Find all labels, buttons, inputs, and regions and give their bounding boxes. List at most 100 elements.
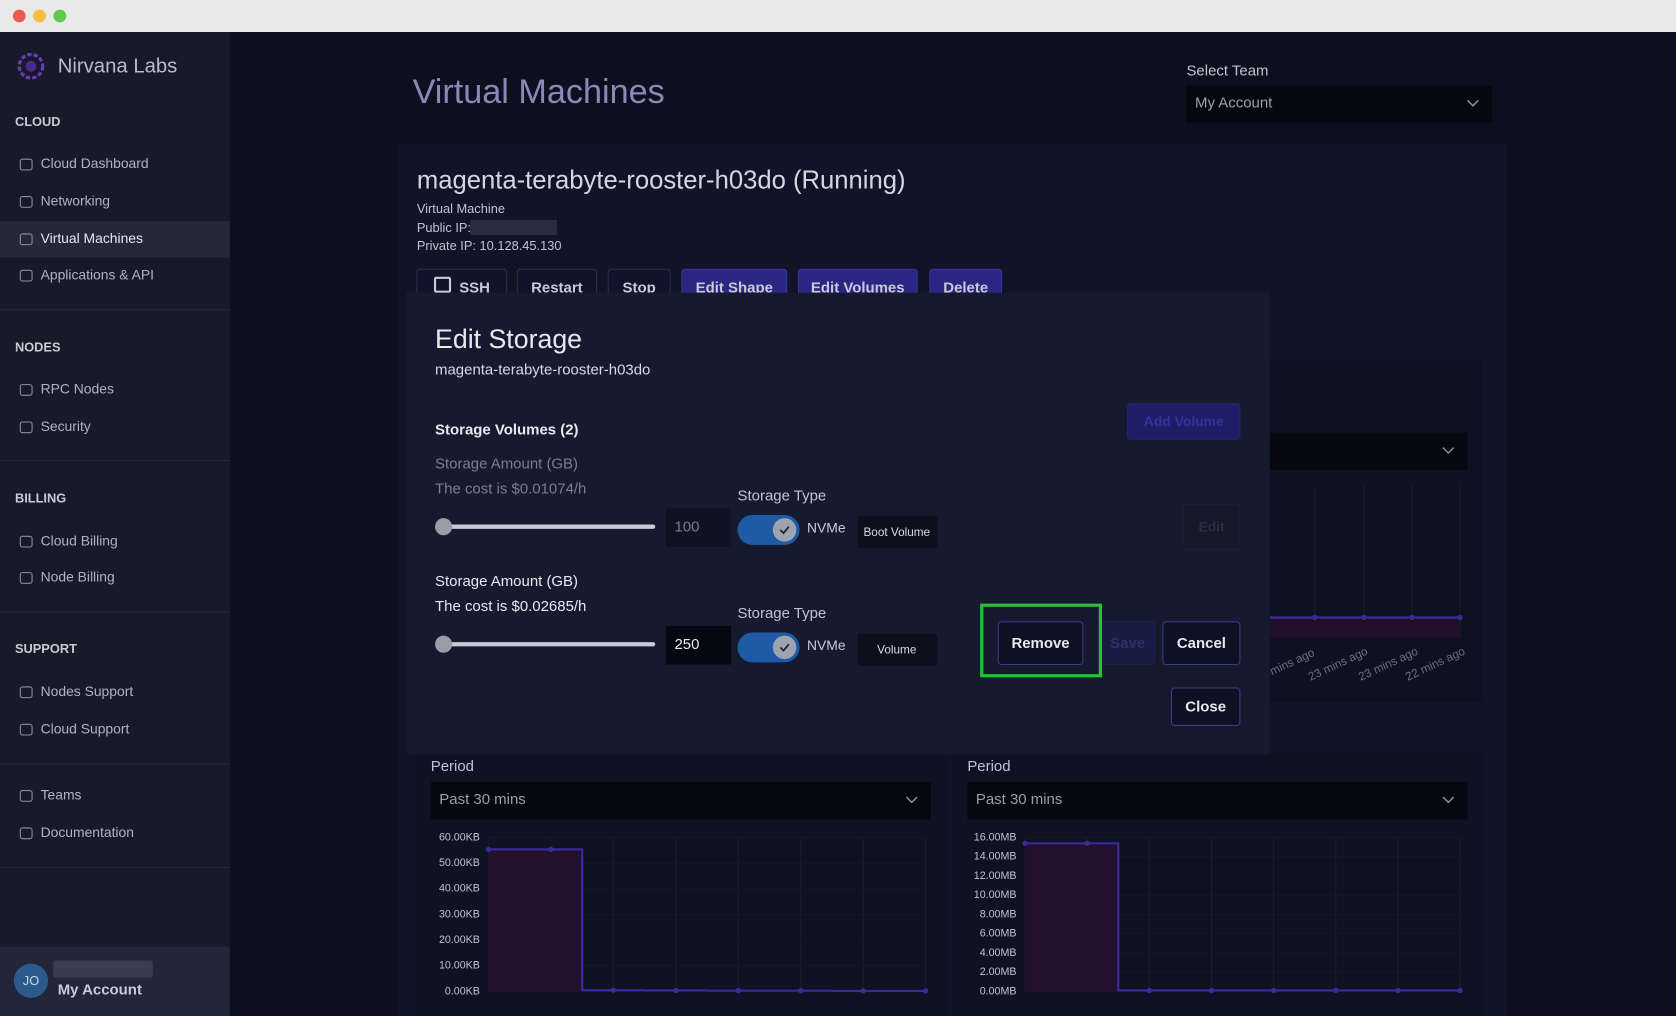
redacted-email xyxy=(53,960,152,977)
amount-value: 250 xyxy=(674,636,699,653)
vm-kind: Virtual Machine xyxy=(417,201,505,216)
period-value: Past 30 mins xyxy=(976,791,1062,808)
y-tick-label: 0.00KB xyxy=(445,985,480,997)
team-label: Select Team xyxy=(1186,63,1268,80)
nav-item[interactable]: Cloud Dashboard xyxy=(41,155,149,171)
point xyxy=(1457,988,1462,993)
title-bar xyxy=(0,0,1676,32)
point xyxy=(861,988,866,993)
y-tick-label: 40.00KB xyxy=(439,883,480,895)
amount-value: 100 xyxy=(674,519,699,536)
section-title: CLOUD xyxy=(15,114,61,129)
cancel-button-label: Cancel xyxy=(1177,635,1226,652)
vm-private-ip: Private IP: 10.128.45.130 xyxy=(417,238,562,253)
y-tick-label: 14.00MB xyxy=(974,851,1017,863)
toggle-knob xyxy=(773,636,797,660)
point xyxy=(798,988,803,993)
save-button-label: Save xyxy=(1110,635,1145,652)
y-tick-label: 60.00KB xyxy=(439,831,480,843)
point xyxy=(1022,841,1027,846)
point xyxy=(1085,841,1090,846)
close-button-label: Close xyxy=(1185,699,1226,716)
metric-dot xyxy=(1361,615,1366,620)
account-name: My Account xyxy=(58,981,142,998)
y-tick-label: 30.00KB xyxy=(439,908,480,920)
period-label: Period xyxy=(967,758,1010,775)
window-control[interactable] xyxy=(13,10,26,23)
nav-item[interactable]: Documentation xyxy=(41,824,134,840)
point xyxy=(1395,988,1400,993)
amount-label: Storage Amount (GB) xyxy=(435,573,578,590)
slider-track xyxy=(444,642,656,646)
team-value: My Account xyxy=(1195,95,1273,112)
modal-subtitle: magenta-terabyte-rooster-h03do xyxy=(435,362,650,379)
y-tick-label: 6.00MB xyxy=(980,928,1017,940)
period-value: Past 30 mins xyxy=(439,791,525,808)
point xyxy=(923,988,928,993)
cost-label: The cost is $0.02685/h xyxy=(435,598,586,615)
y-tick-label: 2.00MB xyxy=(980,966,1017,978)
slider-track xyxy=(444,525,656,529)
area-fill xyxy=(1270,618,1460,638)
metric-dot xyxy=(1457,615,1462,620)
type-label: Storage Type xyxy=(738,605,827,622)
badge-label: Boot Volume xyxy=(863,526,930,539)
y-tick-label: 10.00KB xyxy=(439,960,480,972)
y-tick-label: 50.00KB xyxy=(439,857,480,869)
nav-item[interactable]: Security xyxy=(41,418,91,434)
vm-name: magenta-terabyte-rooster-h03do (Running) xyxy=(417,166,906,194)
amount-label: Storage Amount (GB) xyxy=(435,456,578,473)
y-tick-label: 10.00MB xyxy=(974,889,1017,901)
volumes-heading: Storage Volumes (2) xyxy=(435,422,579,439)
point xyxy=(673,988,678,993)
page-title: Virtual Machines xyxy=(413,73,665,111)
point xyxy=(736,988,741,993)
cost-label: The cost is $0.01074/h xyxy=(435,480,586,497)
slider-thumb[interactable] xyxy=(435,636,452,653)
nav-item[interactable]: Nodes Support xyxy=(41,683,134,699)
metric-select xyxy=(1270,433,1468,470)
edit-button-label: Edit xyxy=(1198,518,1225,534)
point xyxy=(1271,988,1276,993)
y-tick-label: 12.00MB xyxy=(974,870,1017,882)
point xyxy=(1147,988,1152,993)
metric-dot xyxy=(1312,615,1317,620)
y-tick-label: 20.00KB xyxy=(439,934,480,946)
brand-name: Nirvana Labs xyxy=(58,56,178,78)
type-value: NVMe xyxy=(807,637,846,653)
y-tick-label: 4.00MB xyxy=(980,947,1017,959)
nav-item[interactable]: Networking xyxy=(41,193,110,209)
add-volume-button-label: Add Volume xyxy=(1144,413,1224,429)
avatar-initials: JO xyxy=(23,973,39,988)
point xyxy=(611,987,616,992)
section-title: BILLING xyxy=(15,490,66,505)
nav-item[interactable]: Virtual Machines xyxy=(41,230,143,246)
vm-public-ip: Public IP: xyxy=(417,220,471,235)
sidebar xyxy=(0,32,230,1016)
nav-item[interactable]: Teams xyxy=(41,787,82,803)
metric-dot xyxy=(1409,615,1414,620)
point xyxy=(548,847,553,852)
y-tick-label: 8.00MB xyxy=(980,908,1017,920)
type-label: Storage Type xyxy=(738,488,827,505)
section-title: SUPPORT xyxy=(15,641,77,656)
nav-item[interactable]: Cloud Billing xyxy=(41,532,118,548)
nav-item[interactable]: Node Billing xyxy=(41,569,115,585)
brand-logo-core xyxy=(26,61,37,72)
point xyxy=(1209,988,1214,993)
window-control[interactable] xyxy=(53,10,66,23)
nav-item[interactable]: Applications & API xyxy=(41,266,154,282)
redacted-ip xyxy=(470,220,557,235)
point xyxy=(1333,988,1338,993)
nav-item[interactable]: Cloud Support xyxy=(41,720,130,736)
type-value: NVMe xyxy=(807,520,846,536)
slider-thumb[interactable] xyxy=(435,518,452,535)
remove-button-label: Remove xyxy=(1011,635,1069,652)
nav-item[interactable]: RPC Nodes xyxy=(41,381,114,397)
point xyxy=(486,847,491,852)
window-control[interactable] xyxy=(33,10,46,23)
badge-label: Volume xyxy=(877,644,917,657)
period-label: Period xyxy=(431,758,474,775)
